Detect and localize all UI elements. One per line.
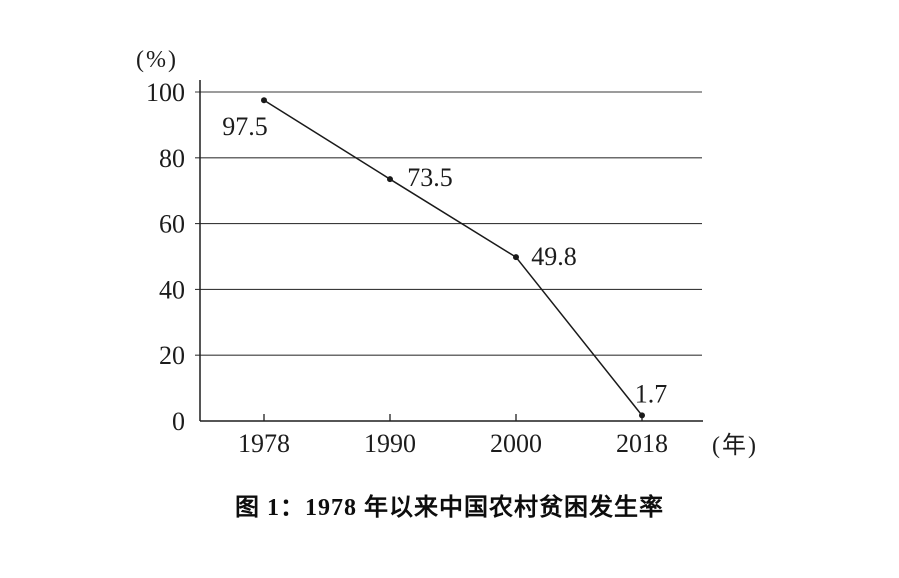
y-axis-unit-label: (%)	[136, 47, 178, 73]
x-tick-label: 1990	[364, 429, 416, 458]
data-point-label: 1.7	[635, 379, 668, 408]
x-tick-label: 2018	[616, 429, 668, 458]
x-axis-unit-label: (年)	[712, 432, 758, 459]
y-tick-label: 80	[159, 144, 185, 173]
data-point-label: 73.5	[407, 163, 453, 192]
y-tick-label: 20	[159, 341, 185, 370]
data-labels-group: 97.5 73.5 49.8 1.7	[222, 112, 667, 408]
data-point	[513, 254, 519, 261]
y-tick-label: 100	[146, 78, 185, 107]
figure-caption: 图 1：1978 年以来中国农村贫困发生率	[235, 495, 664, 521]
y-tick-label: 60	[159, 210, 185, 239]
data-point	[261, 97, 267, 104]
series-group	[261, 97, 645, 419]
axes-group	[199, 80, 703, 422]
gridlines-group	[195, 91, 702, 356]
x-tick-label: 1978	[238, 429, 290, 458]
y-tick-label: 0	[172, 407, 185, 436]
data-point	[639, 412, 645, 419]
tick-labels-group: 0 20 40 60 80 100 1978 1990 2000 2018	[146, 78, 668, 458]
data-point-label: 49.8	[531, 242, 577, 271]
data-point-label: 97.5	[222, 112, 268, 141]
data-point	[387, 176, 393, 183]
y-tick-label: 40	[159, 275, 185, 304]
x-tick-label: 2000	[490, 429, 542, 458]
series-line	[263, 99, 643, 416]
